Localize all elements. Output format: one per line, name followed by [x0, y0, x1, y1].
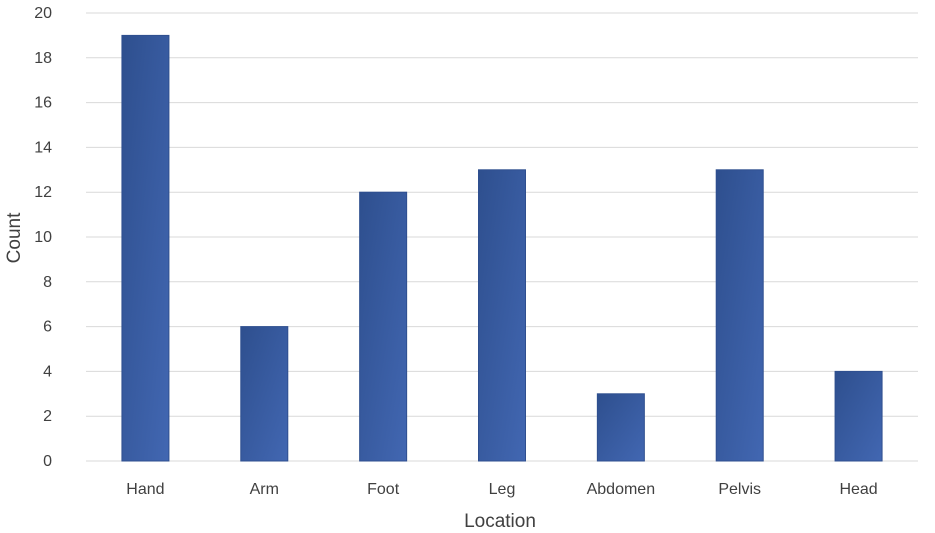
bar-foot	[359, 191, 408, 462]
y-tick-label: 4	[43, 363, 52, 380]
x-tick-label: Abdomen	[587, 481, 656, 498]
y-tick-label: 14	[34, 139, 52, 156]
y-tick-label: 8	[43, 274, 52, 291]
y-axis-ticks: 0 2 4 6 8 10 12 14 16 18 20	[34, 5, 52, 470]
bars	[121, 34, 883, 462]
y-tick-label: 2	[43, 408, 52, 425]
y-tick-label: 16	[34, 95, 52, 112]
y-tick-label: 20	[34, 5, 52, 22]
bar-hand	[121, 34, 170, 462]
bar-leg	[478, 169, 526, 462]
x-tick-label: Hand	[126, 481, 164, 498]
y-tick-label: 12	[34, 184, 52, 201]
y-tick-label: 10	[34, 229, 52, 246]
bar-head	[834, 370, 883, 462]
bar-pelvis	[715, 169, 764, 462]
y-tick-label: 6	[43, 319, 52, 336]
y-tick-label: 18	[34, 50, 52, 67]
x-tick-label: Arm	[250, 481, 279, 498]
y-axis-title: Count	[4, 212, 25, 263]
x-tick-label: Pelvis	[718, 481, 761, 498]
x-axis-ticks: Hand Arm Foot Leg Abdomen Pelvis Head	[126, 481, 877, 498]
bar-arm	[240, 326, 289, 462]
x-tick-label: Foot	[367, 481, 400, 498]
y-tick-label: 0	[43, 453, 52, 470]
x-tick-label: Leg	[489, 481, 516, 498]
bar-abdomen	[596, 393, 645, 462]
x-axis-title: Location	[464, 511, 536, 532]
x-tick-label: Head	[839, 481, 877, 498]
